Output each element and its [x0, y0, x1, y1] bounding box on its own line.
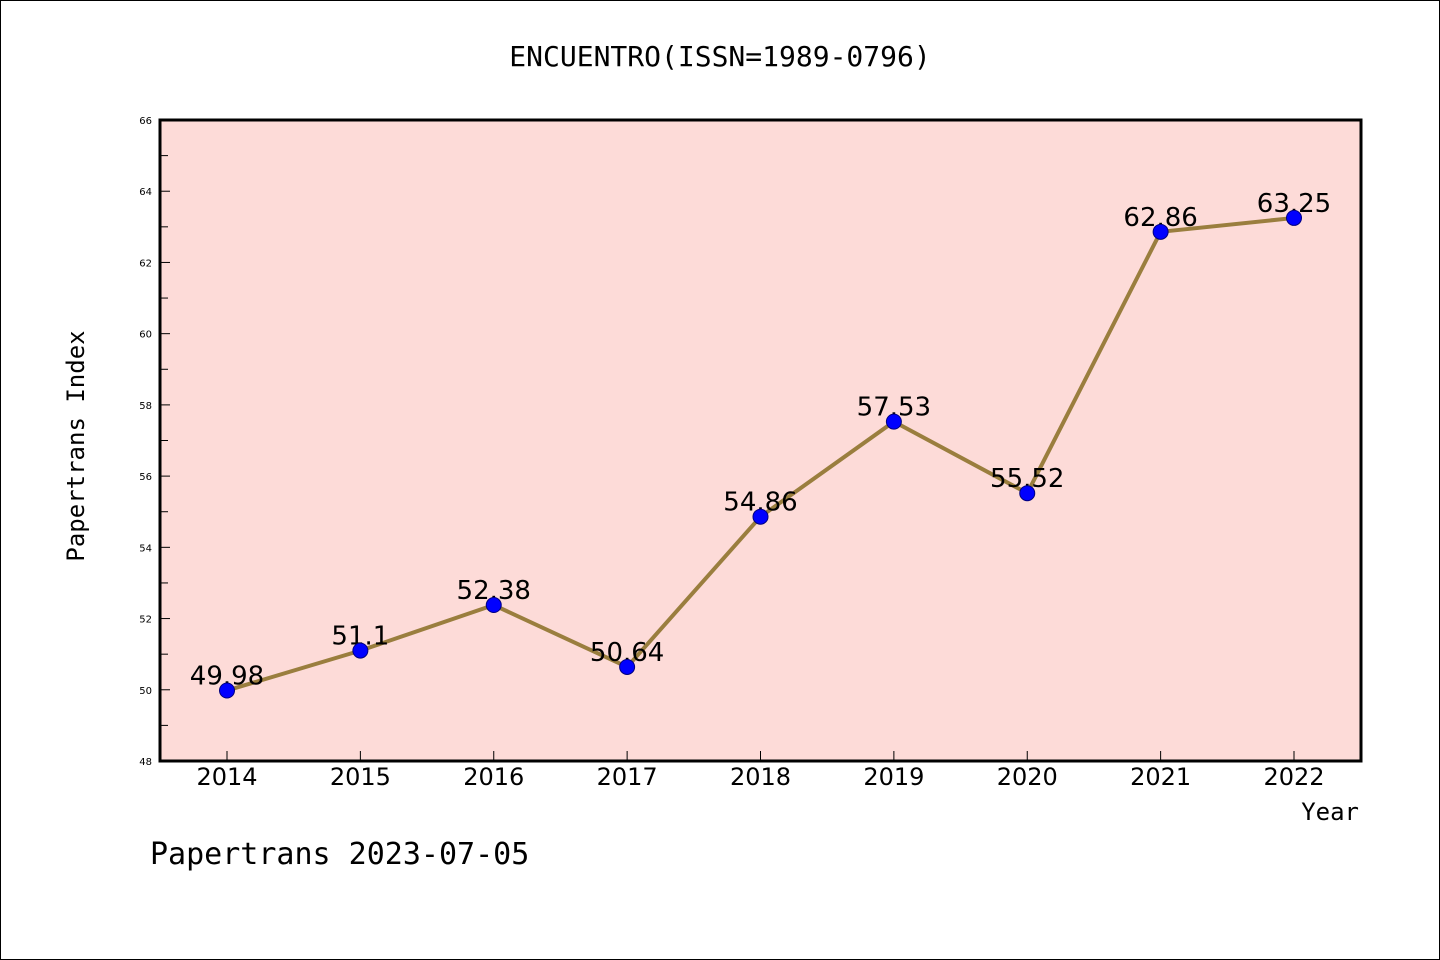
data-point [752, 508, 769, 525]
y-tick-label: 64 [139, 187, 152, 198]
data-point [219, 682, 235, 699]
data-point [1286, 209, 1302, 226]
x-tick-label: 2022 [1263, 763, 1324, 791]
data-point [485, 597, 502, 614]
x-axis-label: Year [1301, 798, 1359, 826]
y-axis-ticks: 48 50 52 54 56 58 60 62 64 66 [139, 116, 170, 768]
footer-date-stamp: Papertrans 2023-07-05 [150, 837, 529, 872]
data-point [619, 658, 636, 675]
data-point [1152, 223, 1169, 240]
y-tick-label: 48 [139, 757, 152, 768]
y-tick-label: 50 [139, 686, 152, 697]
y-tick-label: 56 [139, 472, 152, 483]
x-tick-label: 2019 [863, 763, 924, 791]
y-tick-label: 62 [139, 258, 152, 269]
data-point [352, 642, 369, 659]
x-axis-ticks: 2014 2015 2016 2017 2018 2019 2020 2021 2022 [196, 751, 1325, 791]
x-tick-label: 2016 [463, 763, 524, 791]
x-tick-label: 2018 [730, 763, 791, 791]
x-tick-label: 2020 [997, 763, 1058, 791]
y-tick-label: 54 [139, 543, 152, 554]
y-tick-label: 66 [139, 116, 152, 127]
x-tick-label: 2017 [597, 763, 658, 791]
y-axis-label: Papertrans Index [62, 330, 90, 561]
chart-title: ENCUENTRO(ISSN=1989-0796) [509, 40, 930, 73]
data-markers [219, 209, 1302, 699]
x-tick-label: 2021 [1130, 763, 1191, 791]
x-tick-label: 2015 [330, 763, 391, 791]
y-tick-label: 52 [139, 615, 152, 626]
x-tick-label: 2014 [196, 763, 257, 791]
data-point [885, 413, 902, 430]
plot-border [158, 118, 1363, 763]
data-point [1019, 485, 1036, 502]
y-tick-label: 60 [139, 330, 152, 341]
y-tick-label: 58 [139, 401, 152, 412]
